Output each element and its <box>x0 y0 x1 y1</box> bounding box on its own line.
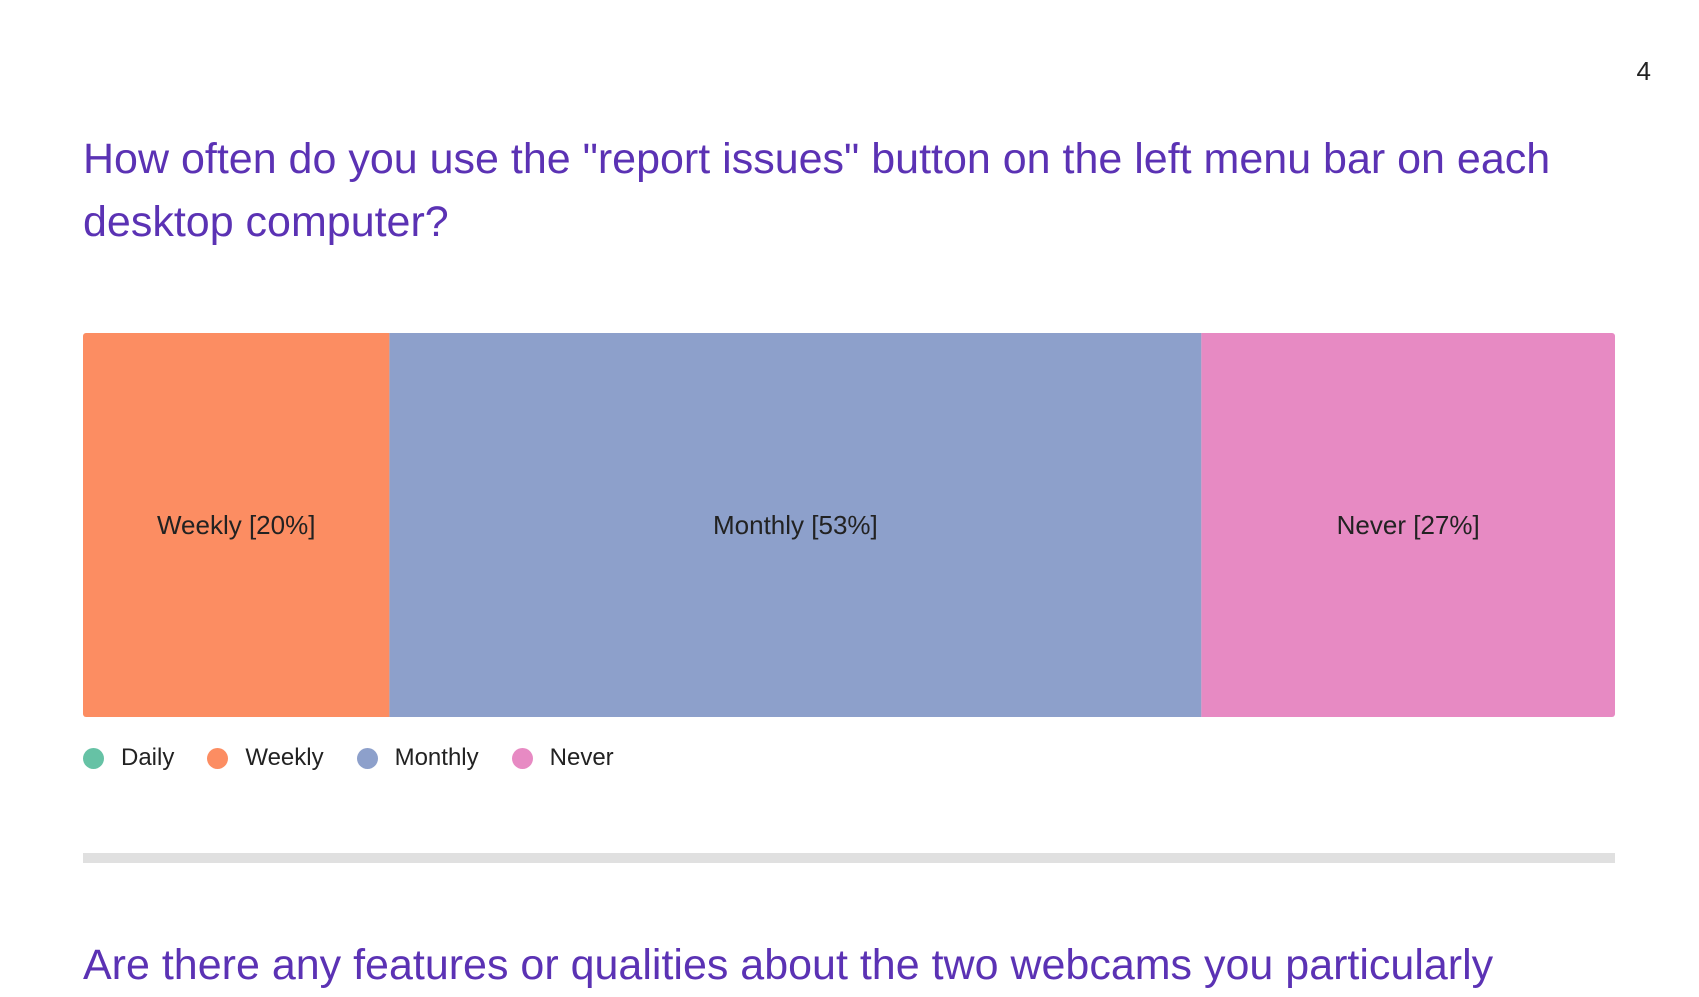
bar-segment-never <box>1201 333 1615 717</box>
legend-dot-monthly <box>356 747 378 769</box>
legend-item-weekly: Weekly <box>207 744 324 772</box>
legend-label-never: Never <box>549 744 614 771</box>
legend-item-daily: Daily <box>83 744 174 772</box>
legend-label-monthly: Monthly <box>394 744 479 771</box>
bar-label-never: Never [27%] <box>1337 510 1480 540</box>
bar-label-monthly: Monthly [53%] <box>713 510 878 540</box>
page-number: 4 <box>1636 56 1651 86</box>
question-title: How often do you use the "report issues"… <box>83 135 1551 246</box>
legend-label-weekly: Weekly <box>245 744 324 771</box>
next-question-title: Are there any features or qualities abou… <box>83 941 1494 989</box>
legend-dot-never <box>511 747 533 769</box>
legend-dot-daily <box>83 747 104 769</box>
bar-segment-monthly <box>389 333 1202 717</box>
bar-label-weekly: Weekly [20%] <box>157 510 315 540</box>
bar-segment-weekly <box>83 333 390 717</box>
chart-svg: Weekly [20%] Monthly [53%] Never [27%] <box>83 333 1615 717</box>
stacked-bar-chart: Weekly [20%] Monthly [53%] Never [27%] <box>83 333 1615 717</box>
legend-item-monthly: Monthly <box>356 744 479 772</box>
legend-dot-weekly <box>207 747 229 769</box>
legend-label-daily: Daily <box>121 744 175 771</box>
legend-item-never: Never <box>511 744 614 772</box>
section-divider <box>83 853 1615 863</box>
chart-legend: Daily Weekly Monthly Never <box>83 744 647 772</box>
